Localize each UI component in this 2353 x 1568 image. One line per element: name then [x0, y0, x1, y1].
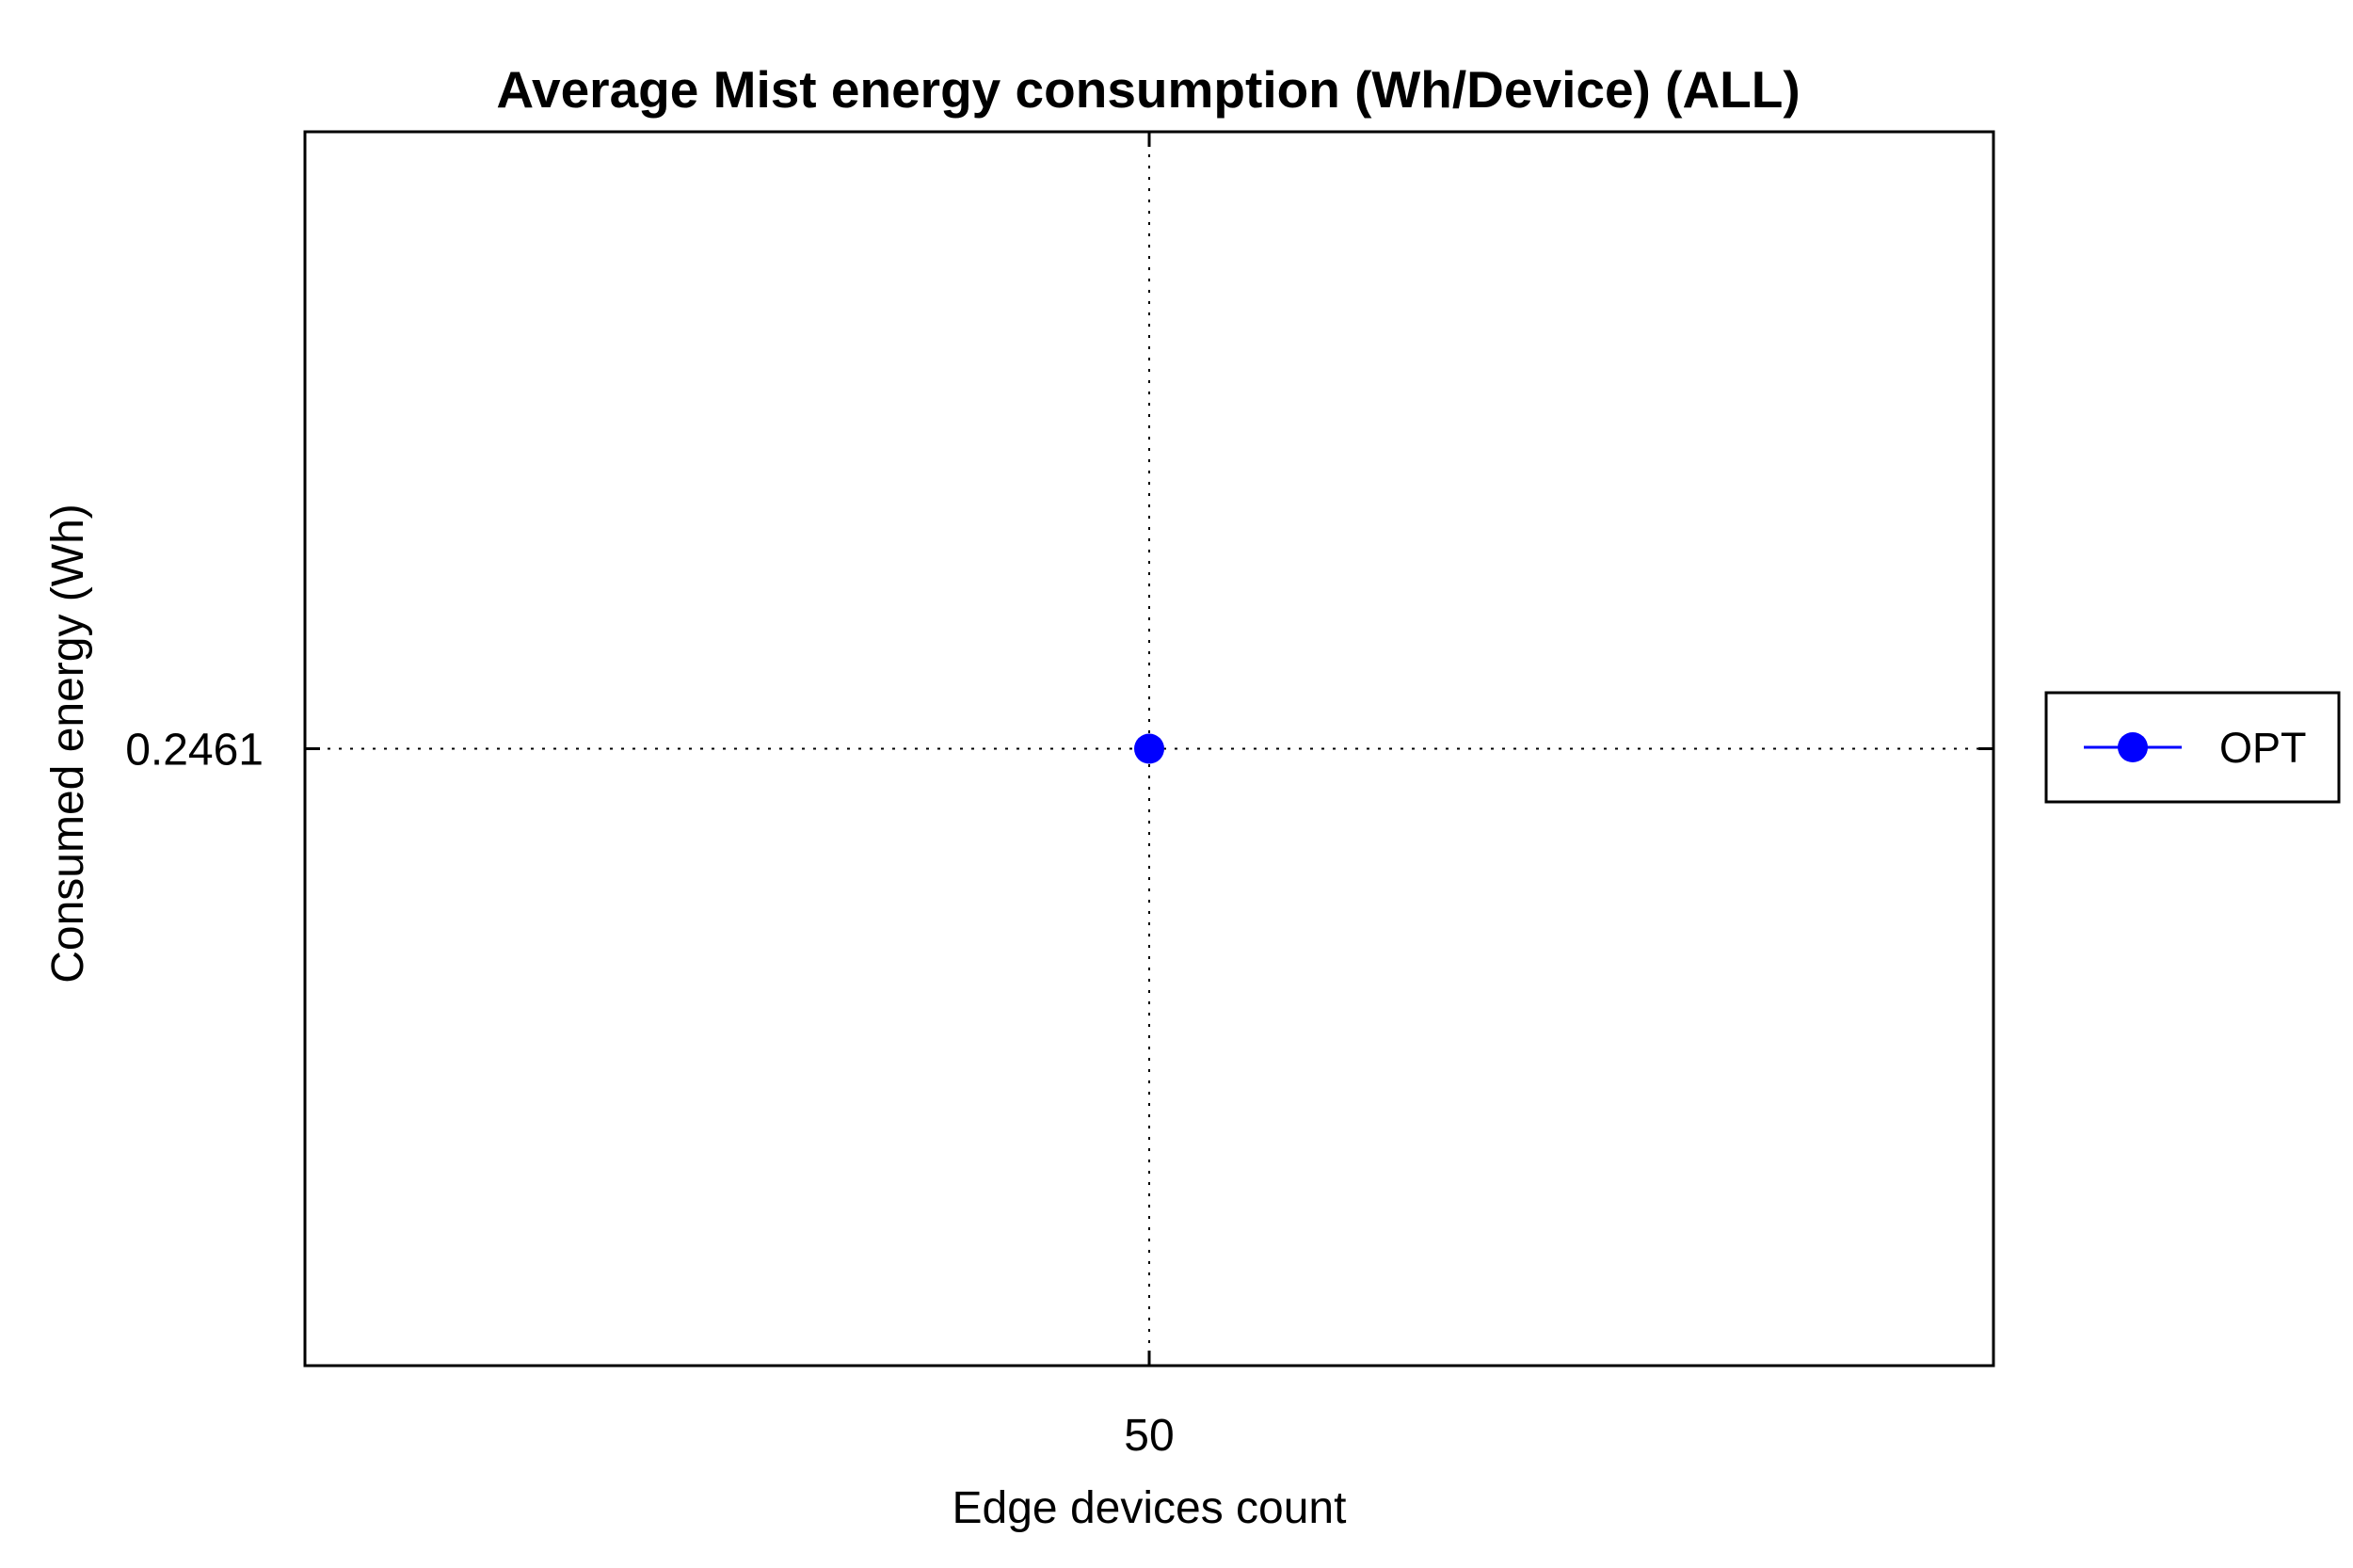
x-axis-label: Edge devices count — [952, 1483, 1347, 1533]
series-layer — [1134, 733, 1164, 764]
chart-title: Average Mist energy consumption (Wh/Devi… — [496, 60, 1800, 119]
legend: OPT — [2044, 691, 2341, 804]
grid-layer — [305, 132, 1993, 1366]
legend-entry-opt: OPT — [2219, 724, 2307, 772]
y-tick-label: 0.2461 — [125, 726, 264, 776]
tick-layer: 50 0.2461 — [125, 132, 1993, 1461]
x-tick-label: 50 — [1124, 1411, 1174, 1461]
data-point-opt — [1134, 733, 1164, 764]
y-axis-label: Consumed energy (Wh) — [43, 504, 93, 984]
legend-marker-sample — [2118, 732, 2148, 762]
